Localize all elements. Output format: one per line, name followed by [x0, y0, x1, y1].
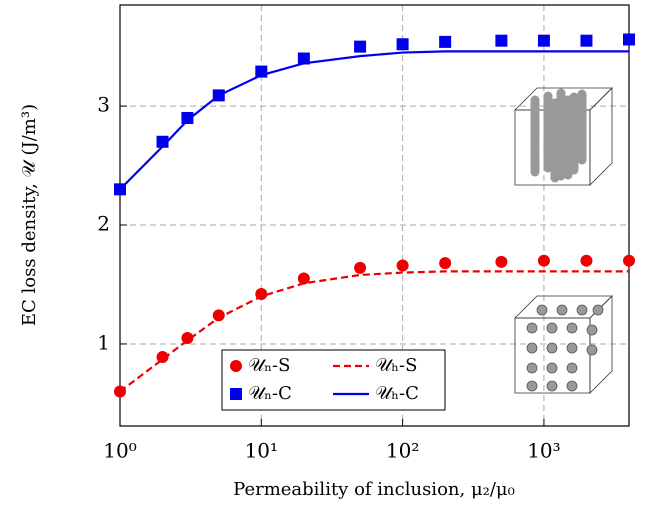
marker — [212, 309, 225, 322]
x-tick-label: 10² — [386, 439, 419, 463]
marker — [396, 259, 409, 272]
legend-label: 𝒰ₕ-C — [375, 383, 419, 404]
legend: 𝒰ₙ-S 𝒰ₕ-S 𝒰ₙ-C 𝒰ₕ-C — [221, 349, 446, 411]
marker — [495, 34, 508, 47]
y-tick-label: 2 — [97, 212, 110, 236]
inset-spheres — [514, 295, 613, 394]
legend-label: 𝒰ₙ-S — [248, 355, 290, 376]
marker — [181, 111, 194, 124]
marker — [156, 351, 169, 364]
plot-area: 10⁰ 10¹ 10² 10³ 1 2 3 — [97, 4, 635, 463]
x-tick-label: 10⁰ — [103, 439, 136, 463]
marker — [230, 388, 242, 400]
legend-label: 𝒰ₕ-S — [375, 355, 417, 376]
marker — [537, 34, 550, 47]
marker — [537, 254, 550, 267]
y-tick-label: 1 — [97, 330, 110, 354]
marker — [580, 34, 593, 47]
inset-cylinders — [514, 87, 613, 186]
marker — [396, 38, 409, 51]
y-tick-label: 3 — [97, 93, 110, 117]
x-tick-label: 10¹ — [245, 439, 278, 463]
marker — [354, 40, 367, 53]
marker — [439, 257, 452, 270]
marker — [439, 35, 452, 48]
marker — [580, 254, 593, 267]
marker — [230, 360, 242, 372]
plot-frame — [119, 4, 630, 427]
marker — [297, 52, 310, 65]
marker — [623, 33, 635, 46]
marker — [623, 254, 635, 267]
series-line — [119, 50, 629, 191]
marker — [297, 272, 310, 285]
series-line — [119, 270, 629, 393]
x-tick-label: 10³ — [527, 439, 560, 463]
legend-label: 𝒰ₙ-C — [248, 383, 292, 404]
x-axis-label: Permeability of inclusion, μ₂/μ₀ — [233, 479, 515, 500]
marker — [495, 255, 508, 268]
marker — [354, 261, 367, 274]
y-axis-label: EC loss density, 𝒰 (J/m³) — [19, 104, 40, 326]
legend-box — [221, 349, 446, 411]
marker — [181, 331, 194, 344]
